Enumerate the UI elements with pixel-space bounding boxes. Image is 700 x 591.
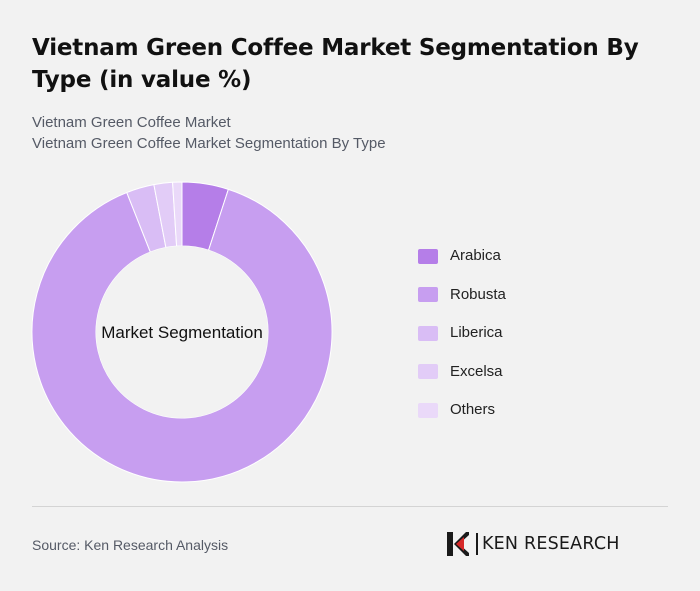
legend-item-robusta[interactable]: Robusta <box>418 285 506 305</box>
chart-title: Vietnam Green Coffee Market Segmentation… <box>32 35 639 93</box>
legend-label: Arabica <box>450 247 501 264</box>
legend-item-arabica[interactable]: Arabica <box>418 246 506 266</box>
legend-swatch <box>418 364 438 379</box>
donut-chart: Market Segmentation <box>31 181 333 483</box>
donut-hole <box>96 246 268 418</box>
breadcrumb-segmentation: Vietnam Green Coffee Market Segmentation… <box>32 135 386 152</box>
legend-swatch <box>418 248 438 264</box>
breadcrumb-market: Vietnam Green Coffee Market <box>32 114 231 131</box>
legend-swatch <box>418 287 438 302</box>
legend-label: Others <box>450 401 496 418</box>
logo-text: KEN RESEARCH <box>482 534 620 554</box>
source-note: Source: Ken Research Analysis <box>32 537 229 553</box>
ken-research-logo: KEN RESEARCH <box>446 529 620 559</box>
legend-item-others[interactable]: Others <box>418 400 506 420</box>
legend-swatch <box>418 325 438 341</box>
footer-divider <box>32 506 668 507</box>
logo-divider <box>476 533 478 555</box>
ken-research-logo-icon <box>447 532 469 556</box>
legend-label: Liberica <box>450 324 503 341</box>
donut-center-label: Market Segmentation <box>101 323 263 342</box>
legend-item-excelsa[interactable]: Excelsa <box>418 362 506 382</box>
legend-swatch <box>418 402 438 418</box>
legend-label: Excelsa <box>450 362 503 380</box>
chart-legend: Arabica Robusta Liberica Excelsa Others <box>418 246 506 439</box>
chart-area: Market Segmentation <box>0 170 700 500</box>
legend-item-liberica[interactable]: Liberica <box>418 323 506 343</box>
legend-label: Robusta <box>450 285 506 303</box>
